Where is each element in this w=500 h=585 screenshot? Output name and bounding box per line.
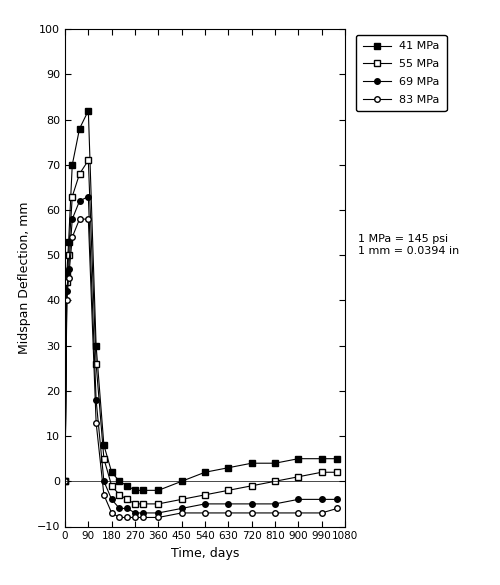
55 MPa [116,491,122,498]
69 MPa [248,500,254,507]
55 MPa [202,491,208,498]
41 MPa [272,460,278,467]
41 MPa [70,161,75,168]
41 MPa [334,455,340,462]
83 MPa [70,233,75,240]
55 MPa [76,170,82,177]
69 MPa [86,193,91,200]
69 MPa [116,505,122,512]
69 MPa [93,397,99,404]
41 MPa [108,469,114,476]
41 MPa [178,478,184,485]
55 MPa [70,193,75,200]
41 MPa [140,487,146,494]
55 MPa [64,279,70,286]
55 MPa [296,473,302,480]
83 MPa [178,510,184,517]
83 MPa [62,478,68,485]
69 MPa [140,510,146,517]
83 MPa [156,514,162,521]
83 MPa [202,510,208,517]
41 MPa [318,455,324,462]
41 MPa [93,342,99,349]
69 MPa [70,216,75,223]
83 MPa [108,510,114,517]
69 MPa [132,510,138,517]
69 MPa [124,505,130,512]
41 MPa [226,464,232,472]
55 MPa [101,455,107,462]
69 MPa [64,288,70,295]
55 MPa [156,500,162,507]
69 MPa [101,478,107,485]
83 MPa [132,514,138,521]
41 MPa [156,487,162,494]
69 MPa [178,505,184,512]
69 MPa [108,496,114,503]
X-axis label: Time, days: Time, days [171,547,239,560]
69 MPa [202,500,208,507]
83 MPa [124,514,130,521]
83 MPa [64,297,70,304]
55 MPa [318,469,324,476]
83 MPa [76,216,82,223]
83 MPa [248,510,254,517]
Legend: 41 MPa, 55 MPa, 69 MPa, 83 MPa: 41 MPa, 55 MPa, 69 MPa, 83 MPa [356,35,446,112]
55 MPa [132,500,138,507]
41 MPa [296,455,302,462]
83 MPa [86,216,91,223]
55 MPa [140,500,146,507]
41 MPa [132,487,138,494]
55 MPa [334,469,340,476]
55 MPa [178,496,184,503]
55 MPa [124,496,130,503]
55 MPa [108,482,114,489]
83 MPa [140,514,146,521]
69 MPa [272,500,278,507]
55 MPa [226,487,232,494]
83 MPa [66,274,71,281]
Line: 41 MPa: 41 MPa [62,108,340,493]
83 MPa [296,510,302,517]
55 MPa [62,478,68,485]
83 MPa [93,419,99,426]
41 MPa [202,469,208,476]
69 MPa [66,266,71,273]
41 MPa [248,460,254,467]
41 MPa [101,442,107,449]
83 MPa [116,514,122,521]
41 MPa [76,125,82,132]
55 MPa [93,360,99,367]
69 MPa [156,510,162,517]
41 MPa [116,478,122,485]
41 MPa [62,478,68,485]
69 MPa [334,496,340,503]
83 MPa [101,491,107,498]
41 MPa [124,482,130,489]
69 MPa [226,500,232,507]
83 MPa [272,510,278,517]
83 MPa [334,505,340,512]
Line: 69 MPa: 69 MPa [62,194,340,516]
41 MPa [66,238,71,245]
69 MPa [296,496,302,503]
55 MPa [272,478,278,485]
55 MPa [248,482,254,489]
83 MPa [318,510,324,517]
Line: 55 MPa: 55 MPa [62,157,340,507]
Text: 1 MPa = 145 psi
1 mm = 0.0394 in: 1 MPa = 145 psi 1 mm = 0.0394 in [358,234,459,256]
41 MPa [86,107,91,114]
55 MPa [66,252,71,259]
69 MPa [62,478,68,485]
69 MPa [76,198,82,205]
Y-axis label: Midspan Deflection, mm: Midspan Deflection, mm [18,202,31,354]
83 MPa [226,510,232,517]
55 MPa [86,157,91,164]
69 MPa [318,496,324,503]
Line: 83 MPa: 83 MPa [62,216,340,520]
41 MPa [64,270,70,277]
